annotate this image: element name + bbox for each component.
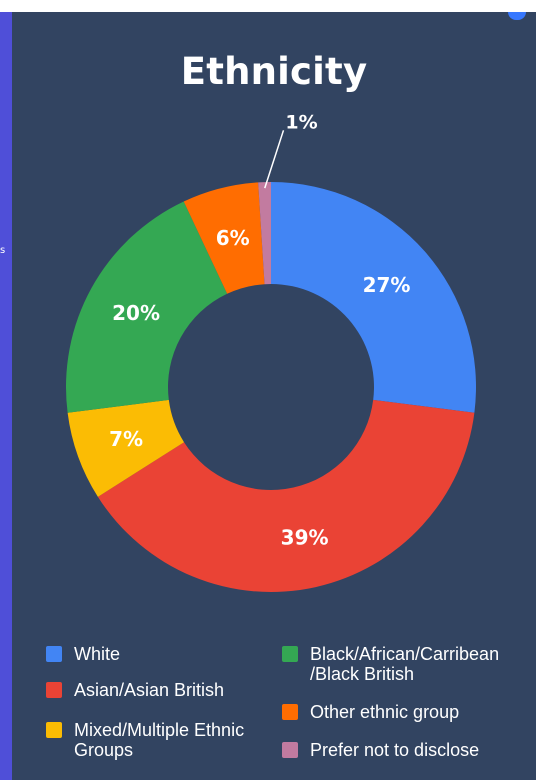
- left-sidebar-accent: [0, 12, 12, 780]
- legend-label-4-line-2: /Black British: [310, 664, 415, 684]
- legend-label-6-line-1: Prefer not to disclose: [310, 740, 480, 760]
- slice-6: [258, 182, 271, 285]
- legend-item-1: White: [44, 644, 120, 664]
- legend-label-3-line-2: Groups: [74, 740, 134, 760]
- legend-label-2-line-1: Asian/Asian British: [74, 680, 225, 700]
- legend-swatch-1: [46, 646, 62, 662]
- slice-5: [183, 182, 265, 294]
- legend-item-4: Black/African/Carribean/Black British: [280, 644, 499, 684]
- slice-1: [271, 182, 476, 413]
- slice-4-value-label: 20%: [112, 301, 160, 325]
- slice-3-value-label: 7%: [109, 427, 143, 451]
- slice-6-leader-line: [264, 130, 285, 189]
- legend-swatch-5: [282, 704, 298, 720]
- chart-legend: White Asian/Asian British Mixed/Multiple E…: [44, 640, 534, 770]
- legend-item-3: Mixed/Multiple Ethnic Groups: [44, 720, 244, 760]
- slice-2: [97, 399, 475, 593]
- slice-5-value-label: 6%: [216, 226, 250, 250]
- chart-leader-lines: [264, 130, 285, 189]
- slice-2-value-label: 39%: [281, 525, 329, 549]
- legend-item-5: Other ethnic group: [280, 702, 459, 722]
- legend-label-5-line-1: Other ethnic group: [310, 702, 460, 722]
- legend-swatch-3: [46, 722, 62, 738]
- chart-value-labels: 27% 39% 7% 20% 6% 1%: [109, 111, 410, 549]
- legend-item-2: Asian/Asian British: [44, 680, 224, 700]
- slice-6-value-label: 1%: [285, 111, 317, 133]
- left-edge-text: s: [0, 245, 6, 256]
- chart-slices: [65, 182, 476, 593]
- slice-1-value-label: 27%: [363, 273, 411, 297]
- legend-label-4-line-1: Black/African/Carribean: [310, 644, 500, 664]
- slice-3: [67, 399, 185, 497]
- chart-panel: Ethnicity 27% 39% 7% 20% 6% 1% White Asian/Asi…: [12, 12, 536, 780]
- legend-label-3-line-1: Mixed/Multiple Ethnic: [74, 720, 245, 740]
- slice-4: [65, 201, 228, 413]
- legend-swatch-4: [282, 646, 298, 662]
- donut-chart: 27% 39% 7% 20% 6% 1%: [65, 111, 476, 593]
- chart-title: Ethnicity: [180, 50, 368, 93]
- legend-label-1-line-1: White: [74, 644, 121, 664]
- legend-swatch-2: [46, 682, 62, 698]
- legend-swatch-6: [282, 742, 298, 758]
- legend-item-6: Prefer not to disclose: [280, 740, 479, 760]
- top-corner-accent: [508, 12, 526, 20]
